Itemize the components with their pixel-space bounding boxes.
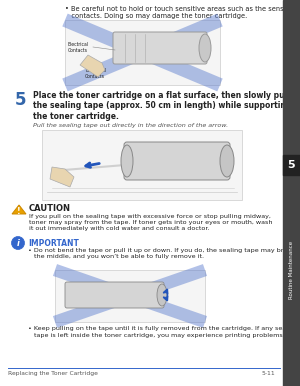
Text: tape is left inside the toner cartridge, you may experience printing problems.: tape is left inside the toner cartridge,… — [28, 333, 285, 338]
Text: 5-11: 5-11 — [261, 371, 275, 376]
Ellipse shape — [157, 284, 167, 306]
Bar — [42, 130, 242, 200]
Text: • Do not bend the tape or pull it up or down. If you do, the sealing tape may br: • Do not bend the tape or pull it up or … — [28, 248, 300, 259]
Polygon shape — [50, 167, 74, 187]
Ellipse shape — [220, 145, 234, 177]
Text: • Be careful not to hold or touch sensitive areas such as the sensor or electric: • Be careful not to hold or touch sensit… — [65, 6, 300, 12]
Circle shape — [11, 237, 25, 249]
Text: If you pull on the sealing tape with excessive force or stop pulling midway,
ton: If you pull on the sealing tape with exc… — [29, 214, 272, 230]
Text: CAUTION: CAUTION — [29, 204, 71, 213]
Text: !: ! — [17, 207, 21, 215]
Ellipse shape — [121, 145, 133, 177]
Text: Place the toner cartridge on a flat surface, then slowly pull out
the sealing ta: Place the toner cartridge on a flat surf… — [33, 91, 300, 121]
Text: 5: 5 — [288, 160, 295, 170]
Text: Pull the sealing tape out directly in the direction of the arrow.: Pull the sealing tape out directly in th… — [33, 123, 228, 128]
Text: IMPORTANT: IMPORTANT — [28, 239, 79, 248]
Polygon shape — [12, 205, 26, 214]
Text: Electrical
Contacts: Electrical Contacts — [85, 68, 106, 79]
Ellipse shape — [199, 34, 211, 62]
FancyBboxPatch shape — [65, 282, 164, 308]
Bar — [65, 20, 220, 85]
Text: i: i — [16, 239, 20, 247]
Bar — [55, 270, 205, 322]
Text: • Keep pulling on the tape until it is fully removed from the cartridge. If any : • Keep pulling on the tape until it is f… — [28, 326, 298, 331]
Text: Electrical
Contacts: Electrical Contacts — [68, 42, 89, 53]
Bar — [283, 0, 300, 386]
Bar — [283, 155, 300, 175]
FancyBboxPatch shape — [113, 32, 207, 64]
Text: 5: 5 — [15, 91, 26, 109]
Text: Replacing the Toner Cartridge: Replacing the Toner Cartridge — [8, 371, 98, 376]
FancyBboxPatch shape — [124, 142, 230, 180]
Text: Routine Maintenance: Routine Maintenance — [289, 241, 294, 299]
Text: contacts. Doing so may damage the toner cartridge.: contacts. Doing so may damage the toner … — [65, 13, 247, 19]
Polygon shape — [80, 55, 105, 77]
